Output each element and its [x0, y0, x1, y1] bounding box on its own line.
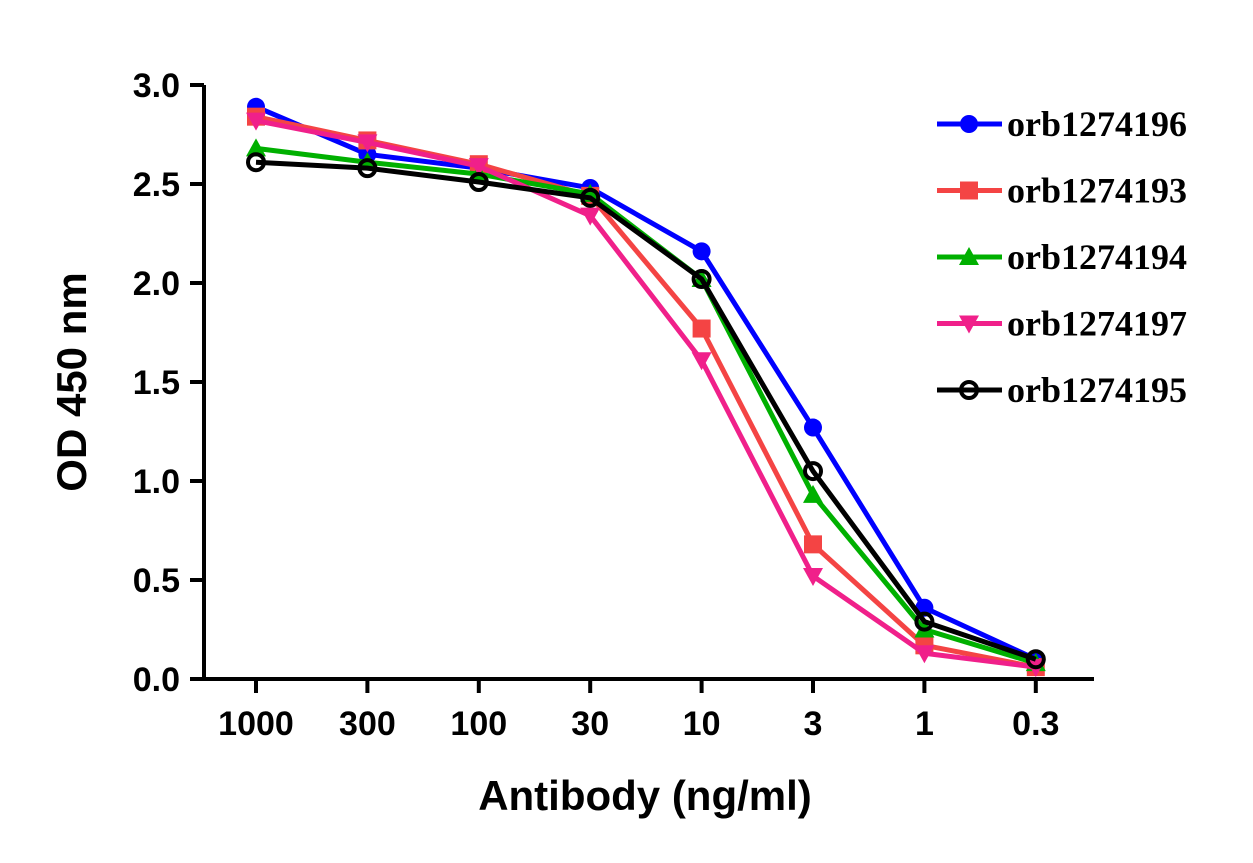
- data-point-triangle-down: [357, 134, 378, 153]
- x-tick-label: 0.3: [1012, 705, 1059, 743]
- x-tick-label: 10: [683, 705, 721, 743]
- data-point-square: [804, 535, 822, 554]
- x-tick-label: 1000: [218, 705, 294, 743]
- series-orb1274196: [247, 97, 1045, 669]
- y-axis-label: OD 450 nm: [48, 272, 95, 491]
- x-tick-label: 1: [915, 705, 934, 743]
- series-line: [255, 159, 1037, 662]
- data-point-triangle-up: [959, 247, 979, 265]
- axes: 0.0 0.5 1.0 1.5 2.0 2.5 3.0 1000 300 100 30 10 3 1 0.3: [133, 67, 1094, 743]
- data-point-circle-open: [959, 380, 979, 400]
- x-tick-label: 100: [450, 705, 507, 743]
- series-line: [255, 145, 1037, 666]
- legend-item: orb1274195: [937, 370, 1187, 410]
- data-point-circle-open: [803, 461, 823, 482]
- y-tick-label: 3.0: [133, 67, 180, 105]
- data-point-triangle-down: [691, 352, 712, 371]
- data-point-triangle-down: [803, 568, 823, 587]
- legend-label: orb1274193: [1007, 171, 1187, 211]
- y-tick-label: 0.5: [133, 562, 180, 600]
- x-tick-label: 30: [571, 705, 609, 743]
- data-point-triangle-down: [959, 315, 979, 334]
- data-point-square: [960, 181, 978, 200]
- y-tick-label: 1.5: [133, 364, 180, 402]
- series-orb1274195: [246, 152, 1046, 670]
- legend-label: orb1274197: [1007, 304, 1187, 344]
- y-tick-label: 1.0: [133, 463, 180, 501]
- data-point-square: [692, 319, 711, 338]
- y-tick-label: 2.5: [133, 166, 180, 204]
- x-axis-label: Antibody (ng/ml): [478, 772, 812, 819]
- legend-label: orb1274195: [1007, 370, 1187, 410]
- data-point-circle-open: [580, 187, 601, 208]
- series-orb1274193: [247, 107, 1045, 677]
- x-tick-label: 300: [339, 705, 396, 743]
- x-tick-label: 3: [804, 705, 823, 743]
- data-point-circle-open: [691, 269, 712, 290]
- legend: orb1274196 orb1274193 orb1274194 orb1274197…: [937, 104, 1187, 410]
- data-point-triangle-up: [246, 138, 266, 157]
- data-point-triangle-down: [580, 207, 601, 226]
- legend-item: orb1274193: [937, 171, 1187, 211]
- series-line: [255, 104, 1037, 662]
- series-group: [246, 97, 1046, 678]
- data-point-triangle-down: [246, 112, 266, 131]
- data-point-circle-filled: [804, 418, 822, 437]
- legend-item: orb1274197: [937, 304, 1187, 344]
- data-point-circle-open: [1025, 649, 1046, 670]
- y-tick-label: 0.0: [133, 661, 180, 699]
- legend-item: orb1274196: [937, 104, 1187, 144]
- legend-label: orb1274196: [1007, 104, 1187, 144]
- data-point-triangle-up: [803, 484, 823, 503]
- data-point-circle-open: [468, 172, 489, 193]
- data-point-triangle-down: [914, 645, 935, 664]
- data-point-triangle-down: [468, 158, 489, 177]
- data-point-circle-open: [914, 611, 935, 632]
- series-line: [255, 114, 1037, 670]
- legend-item: orb1274194: [937, 237, 1187, 277]
- series-line: [255, 118, 1037, 670]
- data-point-circle-open: [357, 158, 378, 179]
- data-point-circle-filled: [692, 242, 711, 261]
- series-orb1274197: [246, 112, 1046, 678]
- data-point-circle-open: [246, 152, 266, 173]
- y-tick-label: 2.0: [133, 265, 180, 303]
- legend-label: orb1274194: [1007, 237, 1187, 277]
- data-point-circle-filled: [960, 115, 978, 133]
